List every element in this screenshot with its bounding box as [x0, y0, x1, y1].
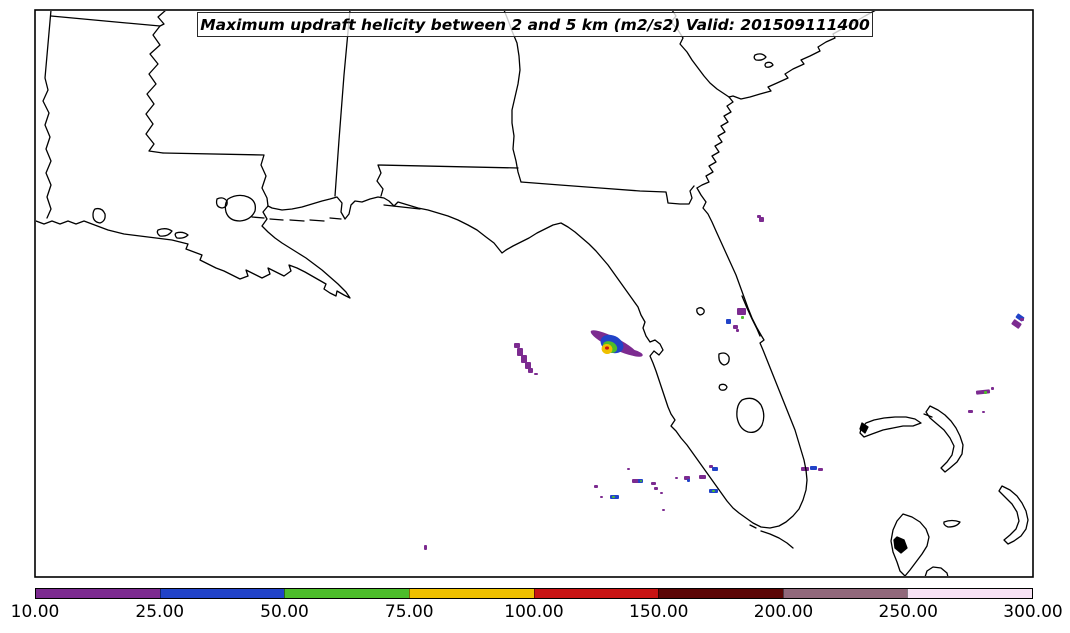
helicity-speck-blue: [726, 319, 731, 324]
helicity-speck-purple: [737, 308, 746, 315]
florida-keys: [749, 524, 794, 549]
helicity-speck-green: [984, 391, 987, 394]
basemap-lines-layer: [36, 11, 1029, 576]
helicity-speck-purple: [654, 487, 658, 490]
andros-inland-water: [893, 536, 908, 554]
colorbar-tick-label: 75.00: [384, 602, 434, 622]
helicity-speck-purple: [662, 509, 665, 511]
helicity-speck-blue: [712, 467, 718, 471]
lake-maurepas: [215, 197, 228, 209]
coastline-florida-gulf: [267, 187, 808, 529]
island-south-of-andros: [924, 566, 949, 576]
colorbar-tick-label: 300.00: [1003, 602, 1063, 622]
helicity-speck-purple: [1011, 319, 1022, 329]
lake-okeechobee: [736, 397, 765, 433]
barrier-islands-mississippi: [251, 216, 342, 222]
helicity-speck-purple: [991, 387, 994, 390]
helicity-speck-purple: [675, 477, 678, 479]
state-border-texas-louisiana: [42, 11, 52, 219]
helicity-speck-blue: [687, 479, 690, 482]
island-berry-cays: [943, 519, 961, 528]
colorbar-tick-label: 150.00: [629, 602, 689, 622]
colorbar-tick-label: 250.00: [878, 602, 938, 622]
helicity-cells-layer: [424, 215, 1025, 550]
helicity-speck-purple: [801, 467, 809, 471]
helicity-speck-purple: [627, 468, 630, 470]
helicity-speck-purple: [1020, 318, 1024, 321]
state-border-georgia-florida: [520, 181, 695, 205]
helicity-speck-purple: [424, 545, 427, 550]
colorbar-tick-label: 50.00: [260, 602, 309, 622]
state-border-alabama-florida: [376, 164, 519, 197]
helicity-speck-purple: [736, 329, 739, 332]
colorbar-segment-palepink: [907, 589, 1032, 598]
colorbar-segment-darkred: [658, 589, 783, 598]
colorbar-segment-purple: [36, 589, 160, 598]
colorbar-tick-label: 200.00: [753, 602, 814, 622]
colorbar-segment-blue: [159, 589, 285, 598]
island-eleuthera: [998, 485, 1029, 545]
state-border-mississippi-alabama: [334, 11, 351, 197]
colorbar-tick-label: 100.00: [504, 602, 564, 622]
colorbar-tick-label: 10.00: [10, 602, 60, 622]
helicity-speck-purple: [733, 325, 738, 329]
colorbar-segment-red: [533, 589, 659, 598]
plot-frame: [34, 9, 1034, 578]
helicity-speck-purple: [517, 348, 523, 356]
helicity-speck-purple: [528, 368, 533, 373]
helicity-speck-green: [741, 316, 744, 319]
plot-title: Maximum updraft helicity between 2 and 5…: [197, 12, 873, 37]
helicity-speck-purple: [534, 373, 538, 375]
island-grand-bahama: [859, 416, 922, 438]
lakes-white-grand: [156, 228, 189, 239]
helicity-speck-green: [640, 480, 642, 482]
coastline-georgia: [696, 96, 734, 189]
lakes-kissimmee: [696, 307, 730, 391]
helicity-speck-purple: [709, 465, 713, 468]
colorbar-segment-green: [284, 589, 409, 598]
helicity-speck-purple: [968, 410, 973, 413]
helicity-speck-purple: [982, 411, 985, 413]
helicity-speck-purple: [521, 355, 527, 363]
helicity-speck-purple: [660, 492, 663, 494]
helicity-speck-purple: [525, 362, 531, 369]
island-andros: [890, 513, 930, 576]
helicity-speck-purple: [594, 485, 598, 488]
lake-calcasieu: [92, 207, 106, 224]
lakes-south-carolina: [753, 53, 774, 68]
helicity-speck-purple: [600, 496, 603, 498]
barrier-island-santa-rosa: [383, 204, 421, 210]
colorbar-ticks: 10.00 25.00 50.00 75.00 100.00 150.00 200.00 25…: [11, 602, 1063, 626]
state-border-louisiana-mississippi: [162, 152, 269, 207]
helicity-cell-red: [605, 346, 609, 350]
colorbar-segment-yellow: [408, 589, 534, 598]
helicity-speck-blue: [810, 466, 817, 470]
colorbar-tick-label: 25.00: [135, 602, 185, 622]
helicity-speck-purple: [759, 217, 764, 222]
helicity-speck-purple: [699, 475, 706, 479]
helicity-speck-green: [712, 490, 715, 492]
helicity-speck-purple: [818, 468, 823, 471]
state-border-arkansas-louisiana: [50, 15, 161, 27]
grand-bahama-west-marsh: [859, 422, 869, 434]
helicity-speck-purple: [975, 389, 991, 395]
coastline-louisiana-delta: [36, 205, 351, 299]
lagoon-indian-river: [741, 295, 761, 337]
helicity-speck-purple: [651, 482, 656, 485]
colorbar: [35, 588, 1033, 599]
colorbar-segment-mauve: [782, 589, 908, 598]
river-mississippi: [145, 11, 166, 154]
lake-pontchartrain: [224, 194, 256, 222]
island-abaco: [923, 405, 964, 473]
plot-title-text: Maximum updraft helicity between 2 and 5…: [200, 15, 870, 34]
helicity-speck-purple: [514, 343, 520, 348]
helicity-cell-purple: [625, 349, 643, 357]
helicity-speck-green: [612, 496, 615, 498]
